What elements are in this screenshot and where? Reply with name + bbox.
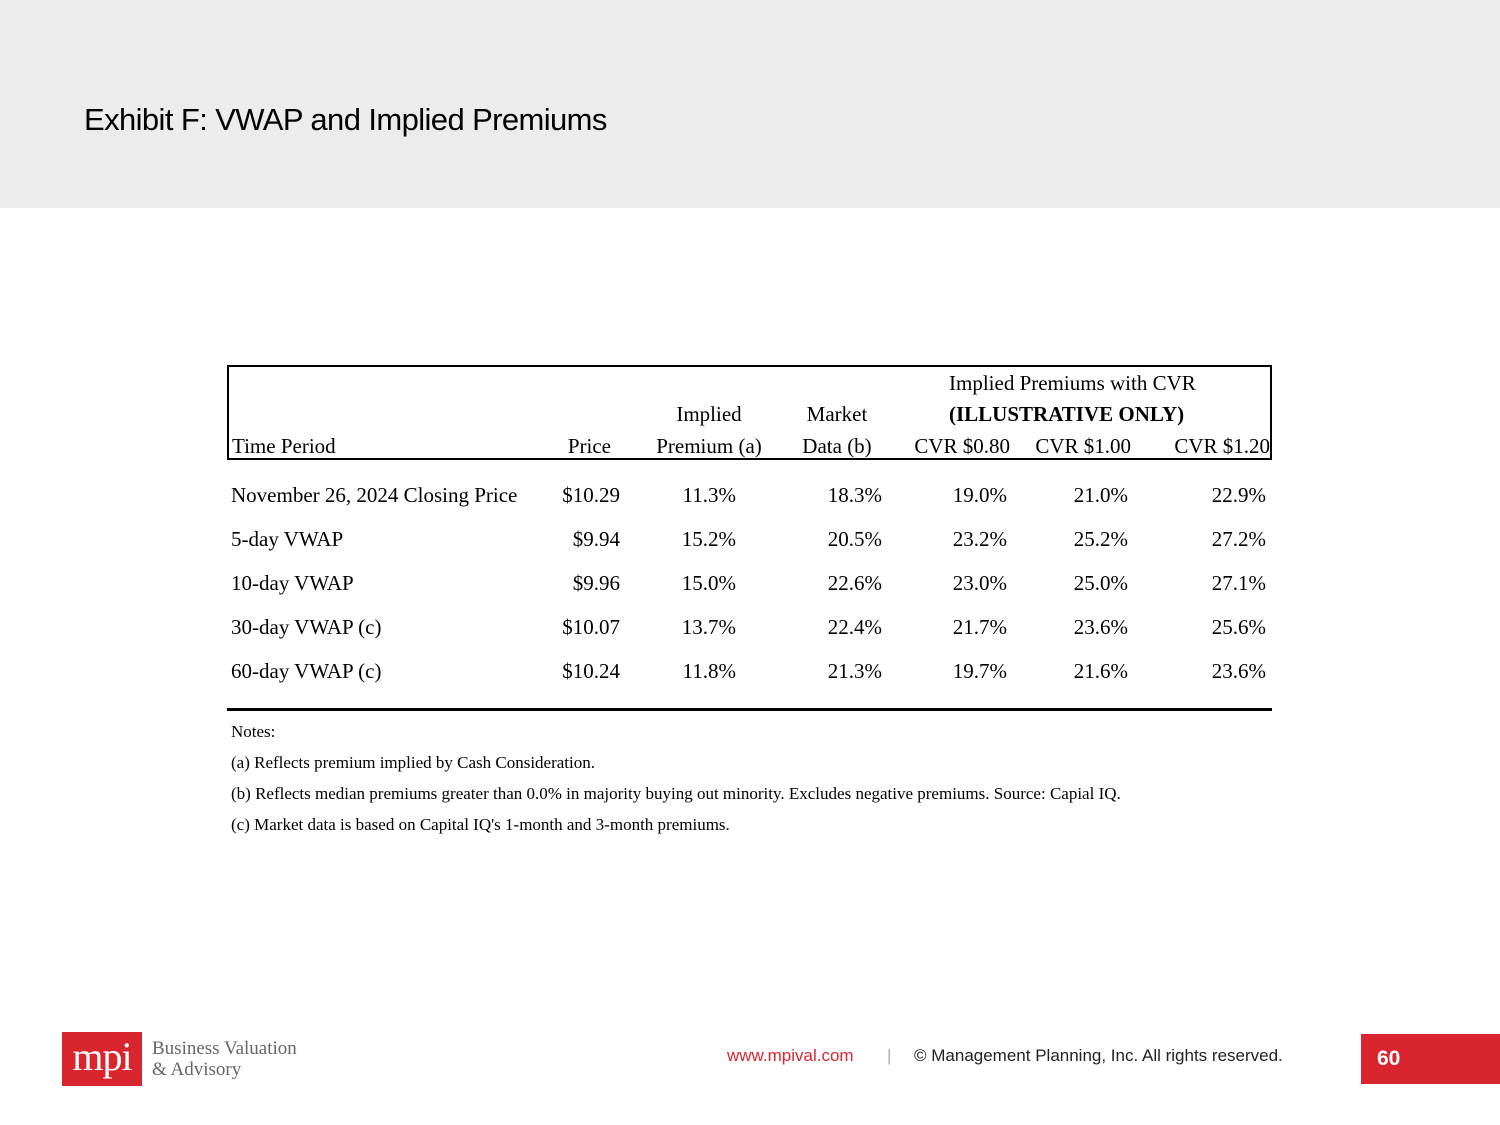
cell-cvr-100: 23.6% <box>1073 615 1128 639</box>
table-row: 10-day VWAP $9.96 15.0% 22.6% 23.0% 25.0… <box>227 561 1272 605</box>
cell-market: 22.4% <box>827 615 882 639</box>
cell-implied: 11.3% <box>682 483 736 507</box>
notes-heading: Notes: <box>231 722 276 741</box>
col-header-price: Price <box>567 434 611 458</box>
cell-price: $9.96 <box>572 571 620 595</box>
cell-market: 21.3% <box>827 659 882 683</box>
cell-implied: 15.0% <box>681 571 736 595</box>
notes: Notes: (a) Reflects premium implied by C… <box>231 716 1121 840</box>
cell-period: 30-day VWAP (c) <box>231 615 382 639</box>
cell-implied: 11.8% <box>682 659 736 683</box>
cell-cvr-100: 25.2% <box>1073 527 1128 551</box>
cell-cvr-080: 23.2% <box>952 527 1007 551</box>
logo-tagline-line2: & Advisory <box>152 1059 242 1080</box>
cell-cvr-120: 25.6% <box>1211 615 1266 639</box>
logo-mark: mpi <box>62 1032 142 1086</box>
cell-implied: 13.7% <box>681 615 736 639</box>
premiums-table: Implied Premiums with CVR (ILLUSTRATIVE … <box>227 365 1272 711</box>
cell-period: 60-day VWAP (c) <box>231 659 382 683</box>
col-header-market-2: Data (b) <box>802 434 872 458</box>
footer-separator: | <box>887 1046 892 1065</box>
cell-cvr-080: 19.7% <box>952 659 1007 683</box>
cell-implied: 15.2% <box>681 527 736 551</box>
cell-cvr-120: 22.9% <box>1211 483 1266 507</box>
cell-price: $9.94 <box>572 527 620 551</box>
header-band <box>0 0 1500 208</box>
cell-price: $10.29 <box>562 483 620 507</box>
table-row: November 26, 2024 Closing Price $10.29 1… <box>227 473 1272 517</box>
col-header-time-period: Time Period <box>232 434 336 458</box>
cell-cvr-120: 23.6% <box>1211 659 1266 683</box>
cell-price: $10.07 <box>562 615 620 639</box>
cell-cvr-080: 23.0% <box>952 571 1007 595</box>
page-title: Exhibit F: VWAP and Implied Premiums <box>84 102 607 137</box>
copyright-text: © Management Planning, Inc. All rights r… <box>914 1046 1283 1065</box>
col-header-market-1: Market <box>806 402 868 426</box>
cell-price: $10.24 <box>562 659 620 683</box>
cell-cvr-120: 27.1% <box>1211 571 1266 595</box>
logo-tagline-line1: Business Valuation <box>152 1038 297 1059</box>
cell-period: November 26, 2024 Closing Price <box>231 483 518 507</box>
cell-period: 5-day VWAP <box>231 527 344 551</box>
table-header: Implied Premiums with CVR (ILLUSTRATIVE … <box>227 365 1272 460</box>
cell-market: 18.3% <box>827 483 882 507</box>
col-header-cvr-080: CVR $0.80 <box>914 434 1010 458</box>
cell-cvr-100: 21.6% <box>1073 659 1128 683</box>
cell-period: 10-day VWAP <box>231 571 354 595</box>
cell-cvr-080: 19.0% <box>952 483 1007 507</box>
cell-market: 20.5% <box>827 527 882 551</box>
col-header-cvr-120: CVR $1.20 <box>1174 434 1270 458</box>
cell-market: 22.6% <box>827 571 882 595</box>
col-header-implied-2: Premium (a) <box>656 434 762 458</box>
note-b: (b) Reflects median premiums greater tha… <box>231 784 1121 803</box>
cell-cvr-100: 25.0% <box>1073 571 1128 595</box>
website-link[interactable]: www.mpival.com <box>727 1046 854 1065</box>
col-header-implied-1: Implied <box>676 402 742 426</box>
table-row: 5-day VWAP $9.94 15.2% 20.5% 23.2% 25.2%… <box>227 517 1272 561</box>
note-a: (a) Reflects premium implied by Cash Con… <box>231 753 596 772</box>
table-row: 30-day VWAP (c) $10.07 13.7% 22.4% 21.7%… <box>227 605 1272 649</box>
cvr-group-subheader: (ILLUSTRATIVE ONLY) <box>949 402 1185 426</box>
cvr-group-header: Implied Premiums with CVR <box>949 371 1196 395</box>
note-c: (c) Market data is based on Capital IQ's… <box>231 815 730 834</box>
logo-tagline: Business Valuation & Advisory <box>152 1038 322 1080</box>
page-number: 60 <box>1361 1034 1500 1084</box>
col-header-cvr-100: CVR $1.00 <box>1035 434 1131 458</box>
cell-cvr-080: 21.7% <box>952 615 1007 639</box>
cell-cvr-100: 21.0% <box>1073 483 1128 507</box>
table-bottom-rule <box>227 708 1272 711</box>
cell-cvr-120: 27.2% <box>1211 527 1266 551</box>
table-row: 60-day VWAP (c) $10.24 11.8% 21.3% 19.7%… <box>227 649 1272 693</box>
